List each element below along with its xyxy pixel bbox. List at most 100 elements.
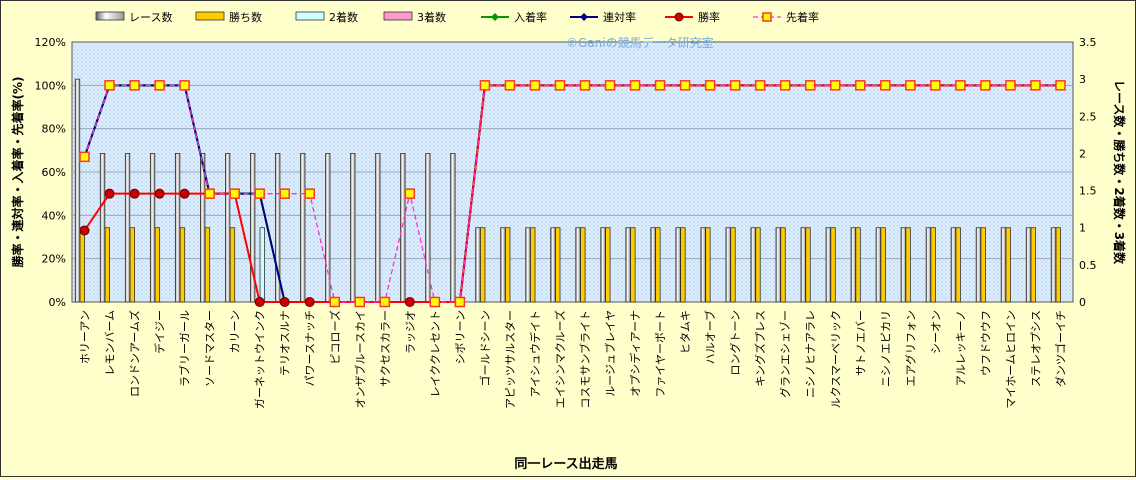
x-tick-label: ホリーアン: [79, 310, 92, 364]
bar-0: [825, 227, 831, 303]
right-tick-label: 1.5: [1079, 185, 1097, 198]
legend-marker: [762, 12, 772, 22]
x-tick-label: グランエシェゾー: [778, 310, 792, 398]
bar-0: [174, 153, 181, 303]
bar-0: [99, 153, 106, 303]
x-tick-label: サトノエバー: [854, 310, 867, 376]
point-3: [804, 80, 816, 91]
bar-1: [930, 227, 936, 303]
point-3: [354, 296, 366, 308]
bar-1: [755, 227, 761, 303]
x-tick-label: ダンツゴーイチ: [1053, 310, 1067, 387]
point-3: [629, 80, 641, 91]
right-tick-label: 3.5: [1079, 36, 1097, 49]
point-3: [604, 80, 616, 91]
legend-label: 勝率: [698, 10, 720, 24]
left-tick-label: 100%: [35, 79, 66, 92]
left-tick-label: 120%: [35, 36, 66, 49]
left-tick-label: 0%: [49, 296, 66, 309]
legend-label: 勝ち数: [229, 10, 262, 24]
point-3: [479, 80, 491, 91]
bar-0: [400, 153, 406, 303]
point-3: [179, 80, 190, 91]
point-3: [529, 80, 541, 91]
bar-1: [605, 227, 611, 303]
legend-label: 連対率: [603, 10, 636, 24]
legend-label: 入着率: [514, 10, 547, 24]
bar-0: [250, 153, 256, 303]
legend-marker: [491, 13, 499, 21]
point-3: [704, 80, 716, 91]
bar-1: [830, 227, 836, 303]
point-2: [179, 188, 190, 199]
point-3: [1005, 80, 1016, 91]
legend-swatch: [195, 11, 225, 21]
legend-label: 3着数: [417, 10, 446, 24]
bar-1: [229, 227, 236, 303]
legend-marker: [580, 13, 588, 21]
bar-0: [800, 227, 806, 303]
point-3: [329, 296, 341, 308]
bar-0: [950, 227, 957, 303]
point-3: [905, 80, 916, 91]
bar-1: [805, 227, 811, 303]
point-3: [579, 80, 591, 91]
point-2: [104, 188, 115, 199]
x-tick-label: マイホームヒロイン: [1004, 310, 1017, 409]
point-3: [229, 188, 240, 199]
bar-0: [550, 227, 556, 303]
point-3: [654, 80, 666, 91]
bar-0: [875, 227, 881, 303]
bar-0: [225, 153, 231, 303]
x-tick-label: ルージュブレイヤ: [603, 310, 617, 397]
legend-label: 先着率: [786, 10, 819, 24]
bar-1: [129, 227, 136, 303]
point-2: [279, 297, 290, 307]
x-tick-label: デイジー: [153, 310, 167, 354]
point-2: [154, 188, 165, 199]
legend-swatch: [295, 11, 325, 21]
bar-1: [1055, 227, 1061, 303]
left-axis: 0% 20% 40% 60% 80% 100% 120%: [35, 36, 66, 309]
point-3: [129, 80, 140, 91]
legend-swatch: [95, 11, 125, 21]
x-tick-label: オンザブルースカイ: [353, 310, 367, 408]
point-3: [254, 188, 265, 199]
point-3: [754, 80, 766, 91]
x-tick-label: アイシュウデイト: [528, 310, 542, 397]
point-3: [779, 80, 791, 91]
bar-0: [450, 153, 456, 303]
x-tick-label: テリオスルナ: [279, 310, 292, 376]
point-3: [279, 188, 290, 199]
bar-0: [350, 153, 356, 303]
x-tick-label: コスモサンブライト: [578, 310, 592, 409]
bar-1: [1005, 227, 1011, 303]
point-3: [379, 296, 391, 308]
bar-0: [500, 227, 506, 303]
bar-1: [104, 227, 110, 303]
bar-1: [505, 227, 511, 303]
point-3: [404, 188, 416, 199]
bar-0: [925, 227, 932, 303]
x-tick-label: ロングトーン: [728, 310, 742, 375]
x-tick-label: カリーン: [229, 310, 242, 353]
left-tick-label: 80%: [42, 123, 66, 136]
x-tick-label: ニシノヒナアラレ: [804, 310, 817, 398]
bar-0: [625, 227, 631, 303]
bar-1: [680, 227, 686, 303]
x-tick-label: ルクスマーベリック: [829, 310, 842, 408]
bar-0: [750, 227, 756, 303]
x-tick-label: ニシノエピカリ: [879, 310, 892, 387]
bar-0: [575, 227, 581, 303]
legend-swatch: [383, 11, 413, 21]
x-tick-label: ラッジオ: [404, 310, 417, 354]
bar-0: [650, 227, 656, 303]
point-3: [1055, 80, 1066, 91]
point-3: [880, 80, 891, 91]
x-tick-label: ファイヤーボート: [654, 310, 667, 398]
x-tick-label: アルレッキーノ: [954, 310, 967, 386]
bar-1: [480, 227, 486, 303]
legend-label: 2着数: [329, 10, 358, 24]
bar-1: [1030, 227, 1036, 303]
